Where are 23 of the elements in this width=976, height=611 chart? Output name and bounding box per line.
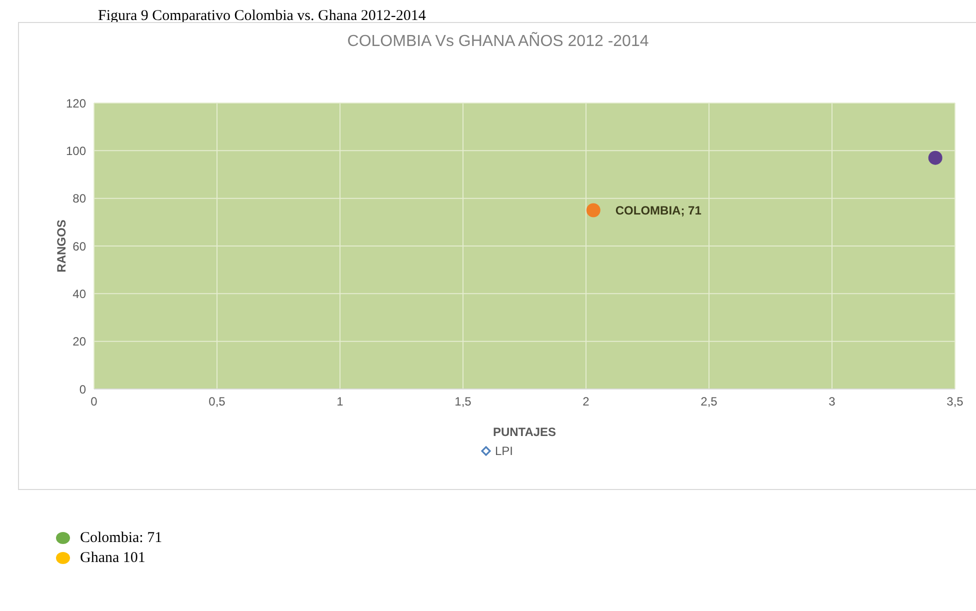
y-tick-label: 80 <box>72 192 86 206</box>
x-tick-label: 0 <box>90 394 98 409</box>
chart-title: COLOMBIA Vs GHANA AÑOS 2012 -2014 <box>346 33 650 51</box>
y-tick-label: 40 <box>72 286 86 301</box>
x-tick-label: 2,5 <box>700 394 718 409</box>
y-tick-label: 0 <box>79 382 86 396</box>
y-tick-label: 60 <box>72 239 86 254</box>
x-axis-title: PUNTAJES <box>492 425 556 439</box>
x-tick-label: 3 <box>828 394 836 409</box>
x-tick-label: 3,5 <box>946 394 964 409</box>
x-tick-label: 1,5 <box>454 394 472 409</box>
text: Ghana 101 <box>79 548 146 568</box>
y-tick-label: 20 <box>72 334 86 349</box>
y-tick-label: 100 <box>66 144 86 158</box>
y-axis-title: RANGOS <box>54 220 68 272</box>
text: Colombia: 71 <box>79 528 162 548</box>
x-tick-label: 1 <box>336 394 344 409</box>
text: Figura 9 Comparativo Colombia vs. Ghana 2012-2014 <box>98 8 426 25</box>
y-tick-label: 120 <box>66 96 86 110</box>
annotation: COLOMBIA; 71 <box>615 204 702 218</box>
x-tick-label: 2 <box>582 394 590 409</box>
x-tick-label: 0,5 <box>208 394 226 409</box>
text: LPI <box>494 444 513 458</box>
